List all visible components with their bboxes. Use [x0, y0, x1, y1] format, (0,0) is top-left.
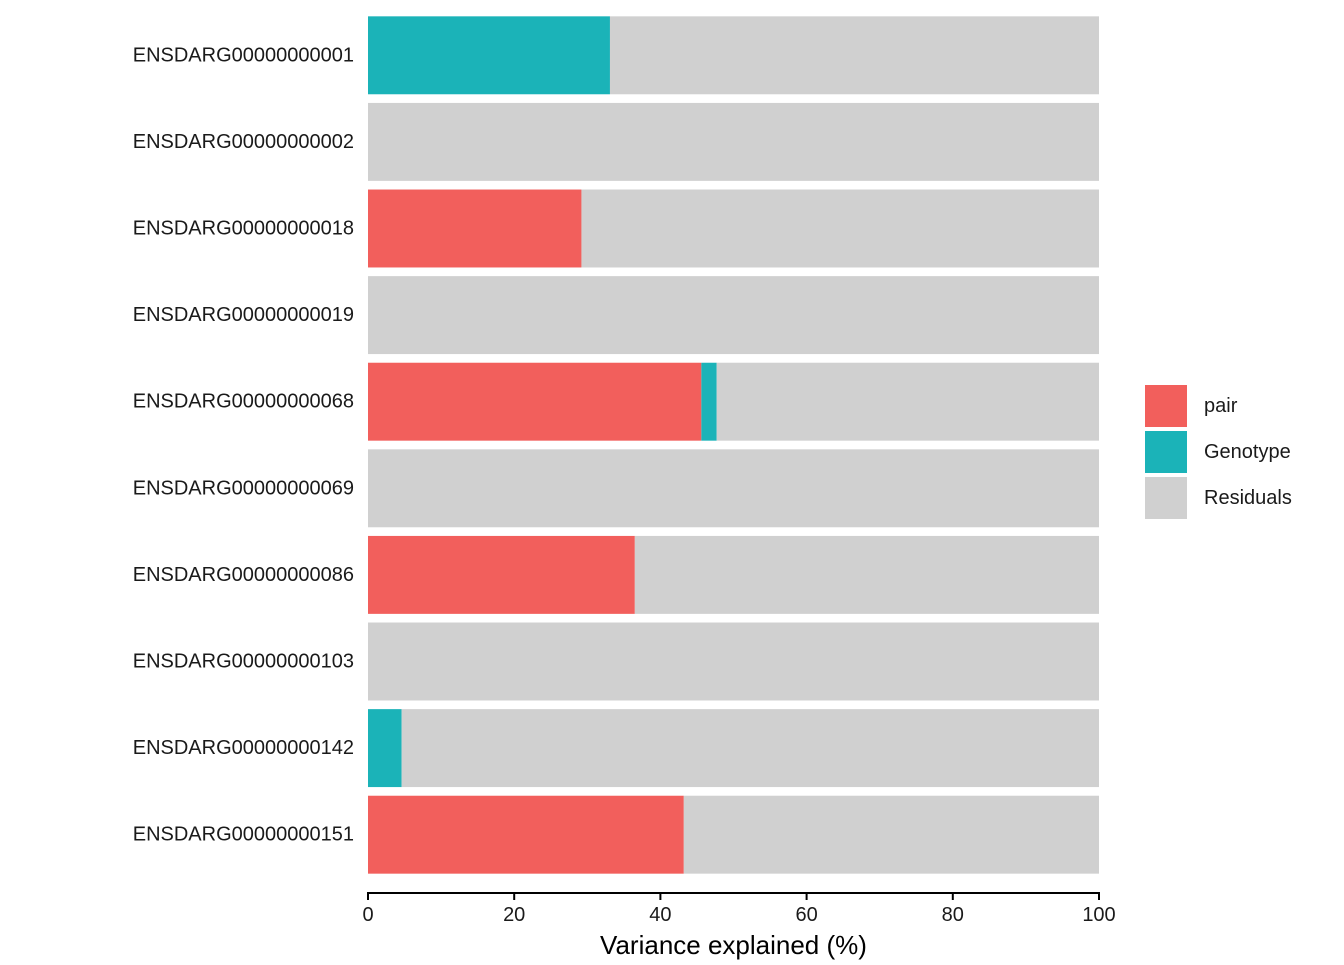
legend-label-pair: pair: [1204, 395, 1238, 417]
x-tick-label: 60: [795, 904, 817, 926]
legend-key-genotype: [1145, 431, 1187, 473]
category-label: ENSDARG00000000142: [133, 737, 354, 759]
bar-segment-genotype-ensdarg00000000068: [701, 362, 717, 441]
bar-segment-residuals-ensdarg00000000151: [683, 795, 1099, 874]
x-tick-label: 80: [942, 904, 964, 926]
bar-segment-genotype-ensdarg00000000001: [368, 16, 610, 95]
bar-segment-genotype-ensdarg00000000142: [368, 709, 402, 788]
bar-segment-residuals-ensdarg00000000069: [368, 449, 1099, 528]
x-tick-label: 100: [1082, 904, 1115, 926]
category-label: ENSDARG00000000001: [133, 44, 354, 66]
category-label: ENSDARG00000000151: [133, 824, 354, 846]
bar-segment-residuals-ensdarg00000000086: [634, 535, 1099, 614]
bar-segment-pair-ensdarg00000000151: [368, 795, 684, 874]
bars-layer: [368, 16, 1100, 874]
category-label: ENSDARG00000000068: [133, 391, 354, 413]
category-labels: ENSDARG00000000001 ENSDARG00000000002 ENSD…: [133, 44, 354, 845]
bar-segment-residuals-ensdarg00000000103: [368, 622, 1099, 701]
category-label: ENSDARG00000000002: [133, 131, 354, 153]
x-axis-title: Variance explained (%): [600, 930, 867, 960]
category-label: ENSDARG00000000018: [133, 218, 354, 240]
legend-label-residuals: Residuals: [1204, 487, 1292, 509]
x-tick-label: 40: [649, 904, 671, 926]
bar-segment-residuals-ensdarg00000000068: [716, 362, 1099, 441]
bar-segment-residuals-ensdarg00000000018: [581, 189, 1099, 268]
legend-label-genotype: Genotype: [1204, 441, 1291, 463]
x-tick-label: 20: [503, 904, 525, 926]
legend: pair Genotype Residuals: [1145, 385, 1292, 519]
x-axis: 0 20 40 60 80 100 Variance explained (%): [362, 892, 1116, 960]
category-label: ENSDARG00000000086: [133, 564, 354, 586]
category-label: ENSDARG00000000019: [133, 304, 354, 326]
bar-segment-pair-ensdarg00000000086: [368, 535, 635, 614]
bar-segment-residuals-ensdarg00000000002: [368, 102, 1099, 181]
bar-segment-pair-ensdarg00000000068: [368, 362, 702, 441]
category-label: ENSDARG00000000103: [133, 651, 354, 673]
legend-key-pair: [1145, 385, 1187, 427]
legend-key-residuals: [1145, 477, 1187, 519]
bar-segment-residuals-ensdarg00000000001: [609, 16, 1099, 95]
category-label: ENSDARG00000000069: [133, 477, 354, 499]
bar-segment-residuals-ensdarg00000000019: [368, 276, 1099, 355]
bar-segment-pair-ensdarg00000000018: [368, 189, 582, 268]
x-ticks: 0 20 40 60 80 100: [362, 893, 1116, 926]
x-tick-label: 0: [362, 904, 373, 926]
bar-segment-residuals-ensdarg00000000142: [401, 709, 1100, 788]
